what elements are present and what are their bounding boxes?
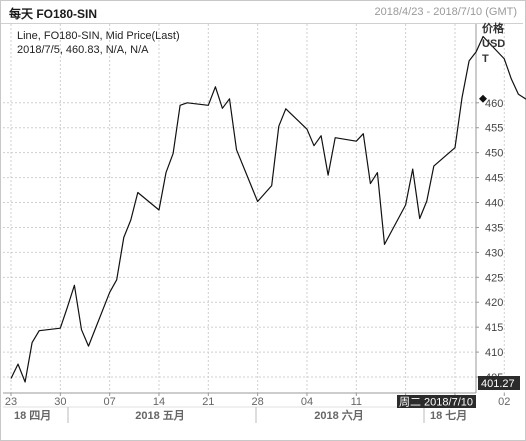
- x-tick-label: 30: [54, 396, 66, 408]
- legend-line-1: Line, FO180-SIN, Mid Price(Last): [17, 30, 180, 42]
- y-tick-label: 445: [485, 173, 503, 185]
- last-value-marker-icon: [479, 94, 487, 103]
- y-tick-label: 420: [485, 297, 503, 309]
- x-tick-label: 14: [153, 396, 165, 408]
- x-month-label: 2018 六月: [314, 408, 364, 422]
- chart-title: 每天 FO180-SIN: [9, 7, 98, 21]
- last-value-badge-text: 401.27: [481, 378, 515, 390]
- cursor-x-badge: 周二 2018/7/10: [397, 395, 476, 409]
- grid-lines: [3, 24, 505, 393]
- x-tick-label: 21: [202, 396, 214, 408]
- series-layer: [10, 35, 526, 383]
- y-unit-label-1: 价格: [482, 21, 505, 35]
- x-tick-label: 28: [252, 396, 264, 408]
- x-tick-label: 23: [5, 396, 17, 408]
- x-tick-label: 04: [301, 396, 313, 408]
- axes: [3, 24, 477, 408]
- x-tick-label: 07: [104, 396, 116, 408]
- y-tick-label: 435: [485, 222, 503, 234]
- date-range-label: 2018/4/23 - 2018/7/10 (GMT): [374, 6, 517, 18]
- series-line[interactable]: [10, 35, 526, 383]
- cursor-x-label: 周二 2018/7/10: [399, 396, 473, 409]
- y-tick-label: 460: [485, 98, 503, 110]
- x-month-label: 18 四月: [14, 409, 51, 422]
- y-tick-label: 440: [485, 198, 503, 210]
- y-tick-label: 430: [485, 247, 503, 259]
- y-tick-label: 450: [485, 148, 503, 160]
- x-tick-label: 11: [351, 396, 362, 408]
- x-tick-label: 02: [498, 396, 510, 408]
- y-unit-label-2: USD: [482, 38, 505, 50]
- x-month-label: 2018 五月: [135, 409, 185, 422]
- y-axis-ticks: 405410415420425430435440445450455460: [476, 98, 503, 384]
- x-month-label: 18 七月: [430, 408, 467, 422]
- y-tick-label: 415: [485, 322, 503, 334]
- y-tick-label: 455: [485, 123, 503, 135]
- title-bar: 每天 FO180-SIN 2018/4/23 - 2018/7/10 (GMT): [1, 1, 523, 24]
- y-unit-label-3: T: [482, 53, 489, 65]
- y-tick-label: 410: [485, 347, 503, 359]
- y-tick-label: 425: [485, 272, 503, 284]
- last-value-badge: 401.27: [478, 376, 520, 390]
- legend-line-2: 2018/7/5, 460.83, N/A, N/A: [17, 44, 149, 56]
